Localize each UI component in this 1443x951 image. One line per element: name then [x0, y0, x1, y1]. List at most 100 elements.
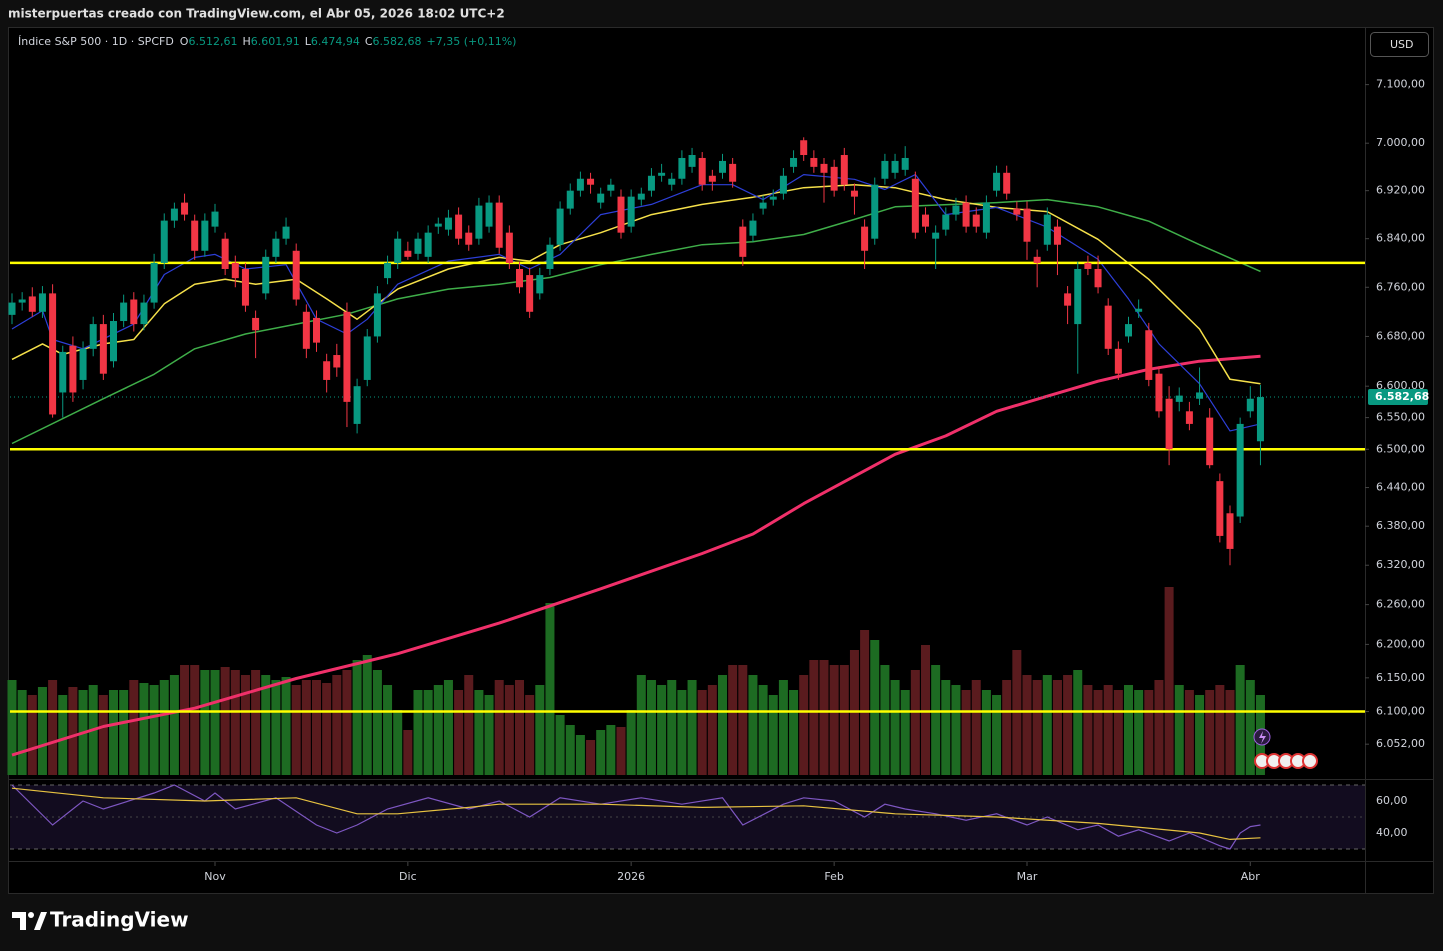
volume-bar	[687, 680, 697, 775]
volume-bar	[910, 670, 920, 775]
candle-body	[465, 232, 473, 245]
candle-body	[1114, 348, 1122, 374]
candle-body	[221, 238, 229, 269]
candle-body	[211, 211, 219, 227]
volume-bar	[839, 665, 849, 775]
candle-body	[1196, 392, 1204, 399]
ohlc-value: 6.512,61	[188, 35, 237, 48]
candle-body	[130, 299, 138, 325]
volume-bar	[636, 675, 646, 775]
volume-bar	[58, 695, 68, 775]
volume-bar	[372, 670, 382, 775]
rsi-line	[11, 784, 1261, 850]
volume-bar	[718, 675, 727, 775]
currency-button[interactable]	[1370, 32, 1429, 57]
brand: TradingView	[50, 908, 189, 932]
y-tick-label: 6.550,00	[1376, 411, 1425, 424]
ohlc-key: O	[180, 35, 189, 48]
volume-bar	[778, 680, 788, 775]
candle-body	[363, 336, 371, 380]
candle-body	[1145, 330, 1153, 380]
candle-body	[668, 178, 676, 185]
volume-bar	[210, 670, 220, 775]
caption: misterpuertas creado con TradingView.com…	[8, 7, 505, 21]
candle-body	[414, 238, 422, 254]
candle-body	[1125, 324, 1132, 337]
candle-body	[140, 302, 148, 325]
y-tick-label: 6.600,00	[1376, 379, 1425, 392]
candle-body	[891, 160, 899, 173]
volume-bar	[1042, 675, 1052, 775]
volume-bar	[312, 680, 321, 775]
rsi-line	[11, 787, 1261, 841]
candle-body	[505, 232, 513, 263]
volume-bar	[992, 695, 1002, 775]
volume-bar	[352, 660, 362, 775]
volume-bar	[657, 685, 667, 775]
currency[interactable]: USD	[1390, 38, 1414, 51]
candle-body	[932, 232, 940, 239]
candle-body	[840, 155, 848, 185]
volume-bar	[200, 670, 210, 775]
volume-bar	[37, 687, 47, 775]
volume-bar	[494, 680, 504, 775]
volume-bar	[98, 695, 108, 775]
volume-bar	[240, 675, 250, 775]
volume-bar	[17, 690, 27, 775]
candle-body	[810, 157, 818, 167]
candle-body	[607, 184, 615, 191]
y-tick-label: 6.100,00	[1376, 705, 1425, 718]
rsi-tick-label: 60,00	[1376, 794, 1408, 807]
candle-body	[911, 178, 919, 233]
volume-bar	[748, 675, 758, 775]
candle-body	[1053, 226, 1061, 245]
candle-body	[678, 157, 686, 179]
candle-body	[18, 299, 26, 303]
volume-bar	[220, 667, 230, 775]
volume-bar	[1002, 680, 1012, 775]
volume-bar	[890, 680, 900, 775]
plot	[7, 137, 1365, 775]
volume-bar	[1124, 685, 1133, 775]
volume-bar	[1134, 690, 1144, 775]
candle-body	[59, 351, 67, 393]
volume-bar	[413, 690, 423, 775]
ohlc-value: 6.582,68	[373, 35, 422, 48]
candle-body	[170, 208, 178, 221]
volume-bar	[789, 690, 799, 775]
candle-body	[8, 302, 16, 315]
moving-average	[11, 354, 1261, 757]
candle-body	[861, 226, 869, 251]
volume-bar	[403, 730, 413, 775]
volume-bar	[707, 685, 717, 775]
volume-bar	[555, 715, 565, 775]
change: +7,35 (+0,11%)	[427, 35, 517, 48]
volume-bar	[799, 675, 809, 775]
volume-bar	[525, 695, 535, 775]
volume-bar	[931, 665, 941, 775]
legend: Índice S&P 500 · 1D · SPCFD O6.512,61 H6.6…	[18, 35, 516, 48]
volume-bar	[149, 685, 159, 775]
volume-bar	[301, 680, 311, 775]
volume-bar	[829, 665, 839, 775]
candle-body	[627, 196, 635, 227]
x-tick-label: Nov	[204, 870, 226, 883]
candle-body	[749, 220, 757, 236]
volume-bar	[870, 640, 880, 775]
volume-bar	[332, 675, 342, 775]
candle-body	[1074, 268, 1082, 325]
last-price-label: 6.582,68	[1375, 390, 1429, 403]
volume-bar	[180, 665, 190, 775]
y-tick-label: 6.760,00	[1376, 280, 1425, 293]
volume-bar	[677, 690, 687, 775]
candle-body	[1185, 411, 1193, 424]
candle-body	[495, 202, 503, 248]
volume-bar	[271, 680, 281, 775]
candle-body	[647, 175, 655, 191]
candle-body	[434, 223, 442, 227]
candle-body	[231, 262, 239, 279]
ohlc-key: L	[305, 35, 312, 48]
x-tick-label: Dic	[399, 870, 417, 883]
volume-bar	[1154, 680, 1164, 775]
